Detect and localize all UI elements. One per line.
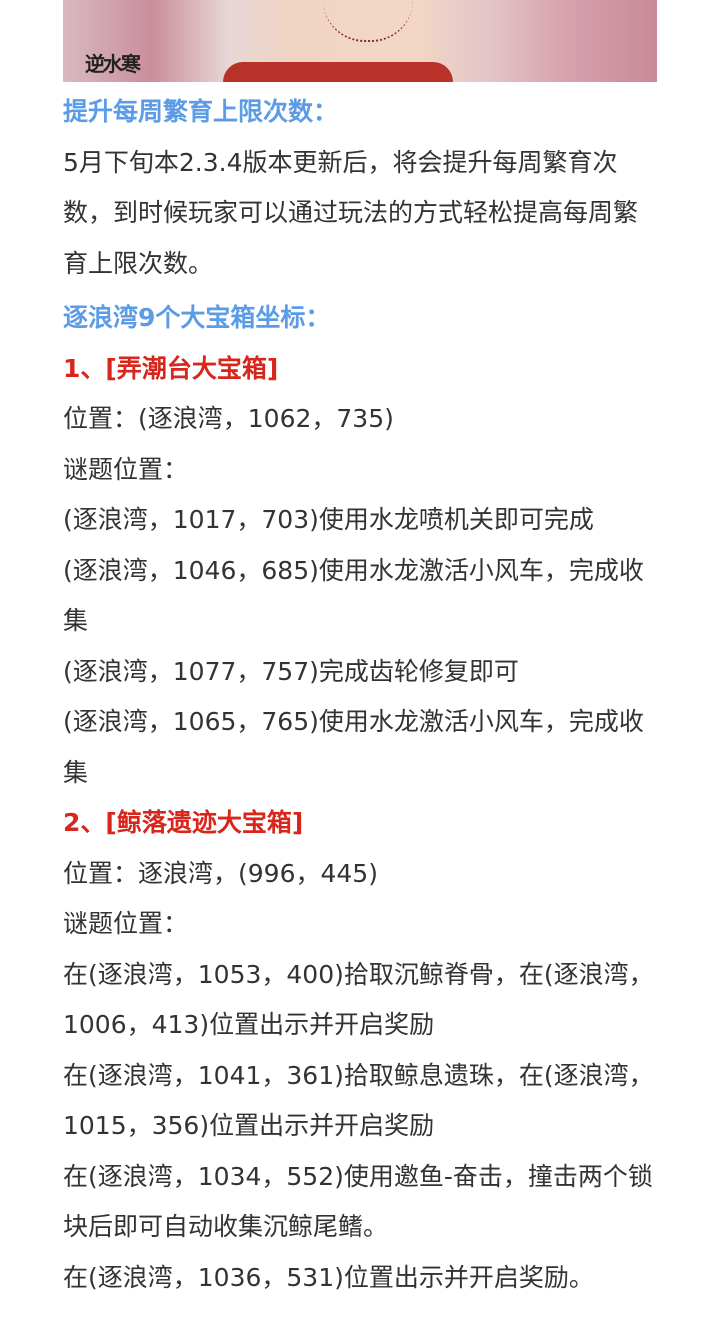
article-banner-image: 逆水寒 [63,0,657,82]
necklace-illustration [323,0,413,42]
chest-1-puzzle: (逐浪湾，1077，757)完成齿轮修复即可 [63,656,519,686]
paragraph-breeding: 5月下旬本2.3.4版本更新后，将会提升每周繁育次数，到时候玩家可以通过玩法的方… [63,147,639,278]
section-heading-breeding: 提升每周繁育上限次数： [63,97,339,126]
chest-2-puzzle-label: 谜题位置： [63,909,189,938]
chest-1-puzzle: (逐浪湾，1017，703)使用水龙喷机关即可完成 [63,505,594,534]
chest-1-puzzle: (逐浪湾，1065，765)使用水龙激活小风车，完成收集 [63,707,644,787]
article-body: 提升每周繁育上限次数： 5月下旬本2.3.4版本更新后，将会提升每周繁育次数，到… [63,87,659,1303]
chest-1-puzzle: (逐浪湾，1046，685)使用水龙激活小风车，完成收集 [63,555,644,636]
chest-2-puzzle: 在(逐浪湾，1034，552)使用邀鱼-奋击，撞击两个锁块后即可自动收集沉鲸尾鳍… [63,1161,653,1242]
chest-2-title: 2、[鲸落遗迹大宝箱] [63,808,304,837]
dress-illustration [223,62,453,82]
chest-2-puzzle: 在(逐浪湾，1041，361)拾取鲸息遗珠，在(逐浪湾，1015，356)位置出… [63,1060,654,1141]
chest-2-puzzle: 在(逐浪湾，1036，531)位置出示并开启奖励。 [63,1262,594,1292]
chest-1-location: 位置：(逐浪湾，1062，735) [63,404,394,433]
section-heading-chests: 逐浪湾9个大宝箱坐标： [63,303,331,332]
chest-2-puzzle: 在(逐浪湾，1053，400)拾取沉鲸脊骨，在(逐浪湾，1006，413)位置出… [63,959,654,1040]
chest-1-title: 1、[弄潮台大宝箱] [63,353,279,383]
game-logo: 逆水寒 [85,52,141,76]
chest-2-location: 位置：逐浪湾，(996，445) [63,858,378,888]
chest-1-puzzle-label: 谜题位置： [63,454,189,484]
